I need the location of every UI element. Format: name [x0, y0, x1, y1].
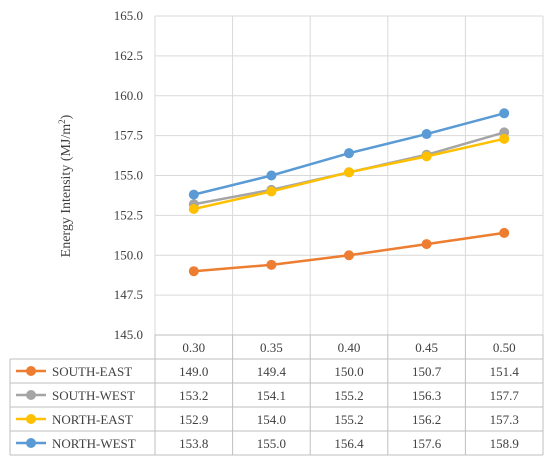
data-point	[266, 186, 277, 197]
data-value-label: 157.6	[412, 436, 442, 451]
legend-label: NORTH-EAST	[52, 412, 133, 427]
y-axis-label-superscript: 2	[57, 119, 67, 124]
table-row: NORTH-EAST 152.9 154.0 155.2 156.2 157.3	[16, 412, 519, 427]
data-value-label: 156.3	[412, 388, 441, 403]
data-value-label: 157.3	[490, 412, 519, 427]
data-point	[188, 189, 199, 200]
data-point	[421, 239, 432, 250]
data-point	[499, 133, 510, 144]
table-row: NORTH-WEST 153.8 155.0 156.4 157.6 158.9	[16, 436, 519, 451]
y-tick-label: 160.0	[114, 88, 143, 103]
data-table: 0.30 0.35 0.40 0.45 0.50 SOUTH-EAST 149.0 149.4…	[9, 334, 544, 456]
legend-label: SOUTH-EAST	[52, 364, 132, 379]
y-axis: 145.0 147.5 150.0 152.5 155.0 157.5 160.0 162.5…	[114, 8, 143, 342]
y-tick-label: 165.0	[114, 8, 143, 23]
table-row: SOUTH-WEST 153.2 154.1 155.2 156.3 157.7	[16, 388, 519, 403]
data-value-label: 157.7	[490, 388, 520, 403]
data-point	[421, 151, 432, 162]
data-value-label: 158.9	[490, 436, 519, 451]
data-value-label: 149.4	[257, 364, 287, 379]
data-value-label: 150.0	[334, 364, 363, 379]
legend-marker	[26, 438, 36, 448]
data-point	[266, 170, 277, 181]
y-tick-label: 150.0	[114, 247, 143, 262]
data-point	[188, 266, 199, 277]
data-point	[188, 203, 199, 214]
x-category-label: 0.40	[338, 340, 361, 355]
x-category-label: 0.50	[493, 340, 516, 355]
x-category-label: 0.35	[260, 340, 283, 355]
y-axis-label: Energy Intensity (MJ/m2)	[57, 114, 74, 257]
data-value-label: 155.2	[334, 412, 363, 427]
legend-marker	[26, 414, 36, 424]
legend-marker	[26, 366, 36, 376]
data-value-label: 149.0	[179, 364, 208, 379]
y-tick-label: 157.5	[114, 128, 143, 143]
data-point	[266, 259, 277, 270]
series-south-east	[188, 227, 510, 277]
legend-marker	[26, 390, 36, 400]
y-tick-label: 152.5	[114, 207, 143, 222]
data-value-label: 150.7	[412, 364, 442, 379]
y-tick-label: 155.0	[114, 168, 143, 183]
data-value-label: 153.8	[179, 436, 208, 451]
data-value-label: 153.2	[179, 388, 208, 403]
table-row: SOUTH-EAST 149.0 149.4 150.0 150.7 151.4	[16, 364, 519, 379]
y-tick-label: 147.5	[114, 287, 143, 302]
series-north-west	[188, 108, 510, 200]
y-tick-label: 145.0	[114, 327, 143, 342]
data-value-label: 151.4	[490, 364, 520, 379]
data-value-label: 152.9	[179, 412, 208, 427]
data-point	[344, 167, 354, 178]
series-north-east	[188, 133, 510, 214]
y-tick-label: 162.5	[114, 48, 143, 63]
data-point	[499, 227, 510, 238]
x-category-label: 0.45	[415, 340, 438, 355]
data-value-label: 155.0	[257, 436, 286, 451]
data-point	[344, 148, 354, 159]
data-value-label: 156.4	[334, 436, 364, 451]
data-point	[499, 108, 510, 119]
data-value-label: 154.1	[257, 388, 286, 403]
data-value-label: 154.0	[257, 412, 286, 427]
legend-label: SOUTH-WEST	[52, 388, 135, 403]
x-category-label: 0.30	[182, 340, 205, 355]
data-value-label: 156.2	[412, 412, 441, 427]
legend-label: NORTH-WEST	[52, 436, 136, 451]
data-value-label: 155.2	[334, 388, 363, 403]
data-point	[344, 250, 354, 261]
series-lines	[188, 108, 510, 277]
data-point	[421, 129, 432, 140]
